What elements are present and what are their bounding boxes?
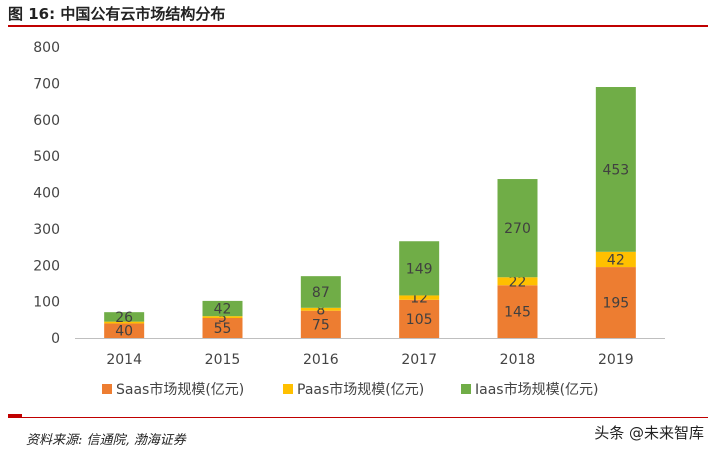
y-tick-label: 0 bbox=[51, 331, 60, 347]
data-label: 195 bbox=[602, 296, 629, 312]
y-tick-label: 100 bbox=[33, 295, 60, 311]
legend-label: Saas市场规模(亿元) bbox=[116, 381, 244, 398]
figure-title: 图 16: 中国公有云市场结构分布 bbox=[8, 5, 226, 23]
bar-segment bbox=[202, 300, 243, 317]
bar-segment bbox=[595, 251, 636, 268]
data-label: 26 bbox=[115, 310, 133, 326]
bar-segment bbox=[300, 276, 341, 308]
bar-segment bbox=[202, 316, 243, 318]
bar-segment bbox=[202, 317, 243, 338]
data-label: 270 bbox=[504, 221, 531, 237]
data-label: 75 bbox=[312, 317, 330, 333]
data-label: 42 bbox=[214, 302, 232, 318]
title-rule bbox=[8, 25, 708, 27]
data-label: 8 bbox=[316, 302, 325, 318]
bar-segment bbox=[595, 267, 636, 338]
bar-segment bbox=[104, 321, 145, 324]
bar-segment bbox=[104, 312, 145, 322]
data-label: 40 bbox=[115, 324, 133, 340]
data-label: 105 bbox=[406, 312, 433, 328]
y-tick-label: 700 bbox=[33, 76, 60, 92]
y-tick-label: 400 bbox=[33, 186, 60, 202]
bar-segment bbox=[399, 241, 440, 296]
y-tick-label: 200 bbox=[33, 258, 60, 274]
legend-label: Iaas市场规模(亿元) bbox=[475, 381, 599, 398]
source-note: 资料来源: 信通院, 渤海证券 bbox=[26, 433, 186, 448]
bottom-rule bbox=[8, 417, 708, 418]
x-tick-label: 2018 bbox=[500, 352, 536, 368]
legend-swatch bbox=[102, 384, 112, 394]
data-label: 42 bbox=[607, 252, 625, 268]
x-tick-label: 2016 bbox=[303, 352, 339, 368]
bar-segment bbox=[300, 307, 341, 311]
legend-swatch bbox=[283, 384, 293, 394]
data-label: 55 bbox=[214, 321, 232, 337]
watermark: 头条 @未来智库 bbox=[594, 424, 704, 442]
source-marker bbox=[8, 414, 22, 417]
y-tick-label: 800 bbox=[33, 40, 60, 56]
bar-segment bbox=[497, 277, 538, 286]
data-label: 22 bbox=[509, 274, 527, 290]
bar-segment bbox=[399, 299, 440, 338]
bar-segment bbox=[497, 285, 538, 338]
data-label: 453 bbox=[602, 162, 629, 178]
data-label: 5 bbox=[218, 310, 227, 326]
legend-label: Paas市场规模(亿元) bbox=[297, 381, 424, 398]
x-tick-label: 2015 bbox=[205, 352, 241, 368]
bar-segment bbox=[595, 87, 636, 252]
y-tick-label: 300 bbox=[33, 222, 60, 238]
legend-swatch bbox=[461, 384, 471, 394]
x-tick-label: 2017 bbox=[401, 352, 437, 368]
stacked-bar-chart: 0100200300400500600700800402620145554220… bbox=[33, 40, 665, 398]
y-tick-label: 600 bbox=[33, 113, 60, 129]
x-tick-label: 2019 bbox=[598, 352, 634, 368]
data-label: 87 bbox=[312, 285, 330, 301]
x-tick-label: 2014 bbox=[106, 352, 142, 368]
data-label: 145 bbox=[504, 305, 531, 321]
bar-segment bbox=[300, 310, 341, 338]
bar-segment bbox=[399, 295, 440, 300]
data-label: 149 bbox=[406, 261, 433, 277]
bar-segment bbox=[104, 323, 145, 338]
bar-segment bbox=[497, 179, 538, 278]
y-tick-label: 500 bbox=[33, 149, 60, 165]
